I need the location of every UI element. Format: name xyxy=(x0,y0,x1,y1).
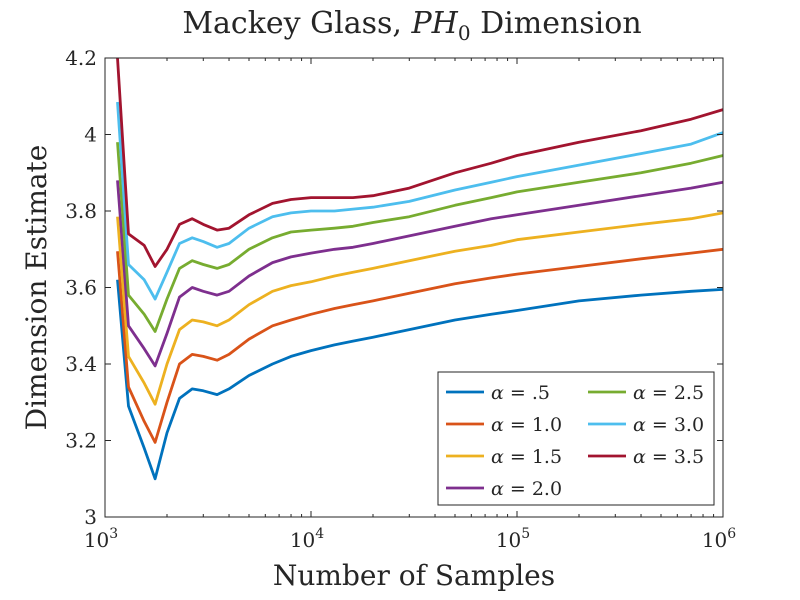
legend-label: α = 1.0 xyxy=(491,414,562,436)
series-line xyxy=(116,101,724,301)
legend-label: α = 1.5 xyxy=(491,446,562,468)
legend-label: α = 2.0 xyxy=(491,478,562,500)
legend: α = .5 α = 1.0 α = 1.5 α = 2.0 α = 2.5 α = 3.… xyxy=(437,371,715,506)
series-line xyxy=(116,180,724,368)
x-tick-label: 103 xyxy=(84,526,118,552)
legend-label: α = .5 xyxy=(491,382,550,404)
y-axis-label: Dimension Estimate xyxy=(20,145,53,431)
legend-label: α = 2.5 xyxy=(633,382,704,404)
x-axis-label: Number of Samples xyxy=(273,559,555,592)
x-tick-label: 105 xyxy=(496,526,530,552)
y-tick-label: 3.4 xyxy=(65,352,97,376)
y-tick-label: 3.6 xyxy=(65,276,97,300)
chart-title-text: Mackey Glass, PH0 Dimension xyxy=(182,6,641,45)
x-tick-label: 104 xyxy=(290,526,324,552)
y-tick-label: 3 xyxy=(84,505,97,529)
y-tick-label: 3.2 xyxy=(65,429,97,453)
series-line xyxy=(116,57,724,268)
x-tick-label: 106 xyxy=(702,526,736,552)
series-group xyxy=(116,57,724,481)
axis-ticks: 103 104 105 106 3 3.2 3.4 3.6 3.8 4 4.2 xyxy=(65,46,736,552)
title-tail: Dimension xyxy=(471,6,642,41)
series-line xyxy=(116,142,724,333)
title-main: Mackey Glass, xyxy=(182,6,411,41)
legend-label: α = 3.0 xyxy=(633,414,704,436)
y-tick-label: 3.8 xyxy=(65,199,97,223)
legend-box xyxy=(437,371,715,506)
chart-title: Mackey Glass, PH0 Dimension xyxy=(182,6,641,45)
title-variable: PH xyxy=(410,6,458,41)
y-tick-label: 4.2 xyxy=(65,46,97,70)
series-line xyxy=(116,247,724,444)
title-subscript: 0 xyxy=(458,21,471,45)
series-line xyxy=(116,211,724,406)
legend-label: α = 3.5 xyxy=(633,446,704,468)
y-tick-label: 4 xyxy=(84,123,97,147)
series-line xyxy=(116,279,724,481)
